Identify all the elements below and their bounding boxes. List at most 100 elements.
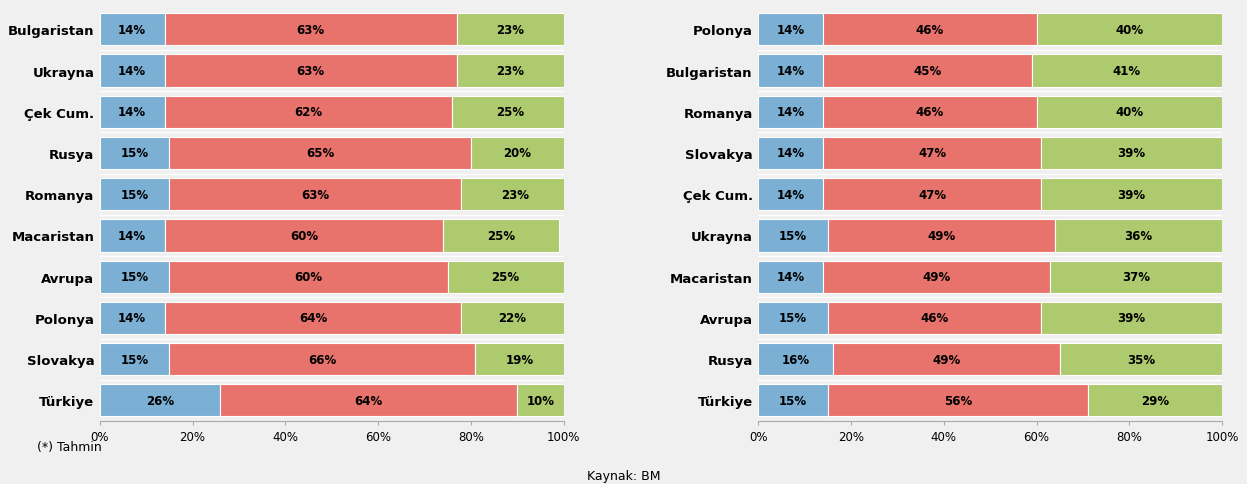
Bar xyxy=(100,384,221,417)
Bar xyxy=(165,302,461,334)
Text: 60%: 60% xyxy=(294,271,323,284)
Text: 36%: 36% xyxy=(1125,229,1152,242)
Bar xyxy=(100,220,165,252)
Bar xyxy=(1050,261,1222,293)
Text: 56%: 56% xyxy=(944,394,971,407)
Bar xyxy=(758,220,828,252)
Text: 25%: 25% xyxy=(496,106,524,119)
Text: 19%: 19% xyxy=(505,353,534,366)
Legend: 0-14 Yaş, 14-60 Yaş, 60+ Yaş: 0-14 Yaş, 14-60 Yaş, 60+ Yaş xyxy=(847,482,1134,484)
Bar xyxy=(828,220,1055,252)
Bar xyxy=(165,220,443,252)
Bar xyxy=(1041,302,1222,334)
Text: 64%: 64% xyxy=(354,394,383,407)
Bar xyxy=(758,96,823,129)
Text: 23%: 23% xyxy=(496,65,524,78)
Bar xyxy=(833,343,1060,376)
Text: 40%: 40% xyxy=(1115,106,1143,119)
Legend: 0-14 Yaş, 14-60 Yaş, 60+ Yaş: 0-14 Yaş, 14-60 Yaş, 60+ Yaş xyxy=(188,482,475,484)
Text: 49%: 49% xyxy=(928,229,955,242)
Text: 14%: 14% xyxy=(777,65,804,78)
Text: 15%: 15% xyxy=(121,353,148,366)
Bar xyxy=(758,55,823,88)
Text: 60%: 60% xyxy=(289,229,318,242)
Text: 29%: 29% xyxy=(1141,394,1168,407)
Bar xyxy=(758,261,823,293)
Bar xyxy=(100,55,165,88)
Bar xyxy=(100,302,165,334)
Bar xyxy=(100,179,170,211)
Bar xyxy=(165,14,456,46)
Text: 14%: 14% xyxy=(118,106,146,119)
Text: 15%: 15% xyxy=(121,147,148,160)
Text: 14%: 14% xyxy=(118,65,146,78)
Text: 23%: 23% xyxy=(501,188,529,201)
Bar xyxy=(100,137,170,170)
Text: 49%: 49% xyxy=(932,353,960,366)
Text: 15%: 15% xyxy=(779,394,807,407)
Bar xyxy=(758,137,823,170)
Text: 41%: 41% xyxy=(1112,65,1141,78)
Text: 39%: 39% xyxy=(1117,188,1146,201)
Bar xyxy=(1087,384,1222,417)
Bar xyxy=(758,14,823,46)
Text: 22%: 22% xyxy=(499,312,526,325)
Text: 14%: 14% xyxy=(777,24,804,37)
Text: Kaynak: BM: Kaynak: BM xyxy=(587,469,660,482)
Text: 15%: 15% xyxy=(779,312,807,325)
Text: 49%: 49% xyxy=(923,271,951,284)
Text: 40%: 40% xyxy=(1115,24,1143,37)
Text: 47%: 47% xyxy=(918,147,946,160)
Bar xyxy=(823,137,1041,170)
Text: 15%: 15% xyxy=(779,229,807,242)
Text: 25%: 25% xyxy=(491,271,520,284)
Bar xyxy=(758,302,828,334)
Bar xyxy=(443,220,559,252)
Text: 39%: 39% xyxy=(1117,312,1146,325)
Bar xyxy=(461,179,569,211)
Bar xyxy=(221,384,518,417)
Bar xyxy=(828,384,1087,417)
Bar xyxy=(823,179,1041,211)
Text: 14%: 14% xyxy=(777,188,804,201)
Text: 15%: 15% xyxy=(121,188,148,201)
Bar xyxy=(170,343,475,376)
Text: 15%: 15% xyxy=(121,271,148,284)
Text: 14%: 14% xyxy=(777,106,804,119)
Bar xyxy=(448,261,564,293)
Bar xyxy=(456,14,564,46)
Bar xyxy=(461,302,564,334)
Bar xyxy=(823,14,1036,46)
Text: 23%: 23% xyxy=(496,24,524,37)
Bar xyxy=(828,302,1041,334)
Bar xyxy=(823,96,1036,129)
Text: 14%: 14% xyxy=(118,229,146,242)
Bar xyxy=(100,96,165,129)
Bar xyxy=(100,343,170,376)
Text: 35%: 35% xyxy=(1127,353,1155,366)
Text: 26%: 26% xyxy=(146,394,175,407)
Text: 14%: 14% xyxy=(777,147,804,160)
Text: 16%: 16% xyxy=(782,353,809,366)
Bar xyxy=(1060,343,1222,376)
Bar xyxy=(823,261,1050,293)
Text: 47%: 47% xyxy=(918,188,946,201)
Text: 64%: 64% xyxy=(299,312,327,325)
Text: 45%: 45% xyxy=(914,65,941,78)
Text: 20%: 20% xyxy=(503,147,531,160)
Bar xyxy=(1055,220,1222,252)
Text: 10%: 10% xyxy=(526,394,555,407)
Bar xyxy=(1033,55,1222,88)
Text: 63%: 63% xyxy=(297,24,324,37)
Bar xyxy=(456,55,564,88)
Bar xyxy=(170,261,448,293)
Bar xyxy=(758,384,828,417)
Text: 25%: 25% xyxy=(486,229,515,242)
Bar xyxy=(758,179,823,211)
Text: 62%: 62% xyxy=(294,106,323,119)
Bar xyxy=(170,137,471,170)
Text: 63%: 63% xyxy=(302,188,329,201)
Bar xyxy=(518,384,564,417)
Bar xyxy=(165,96,453,129)
Bar xyxy=(100,261,170,293)
